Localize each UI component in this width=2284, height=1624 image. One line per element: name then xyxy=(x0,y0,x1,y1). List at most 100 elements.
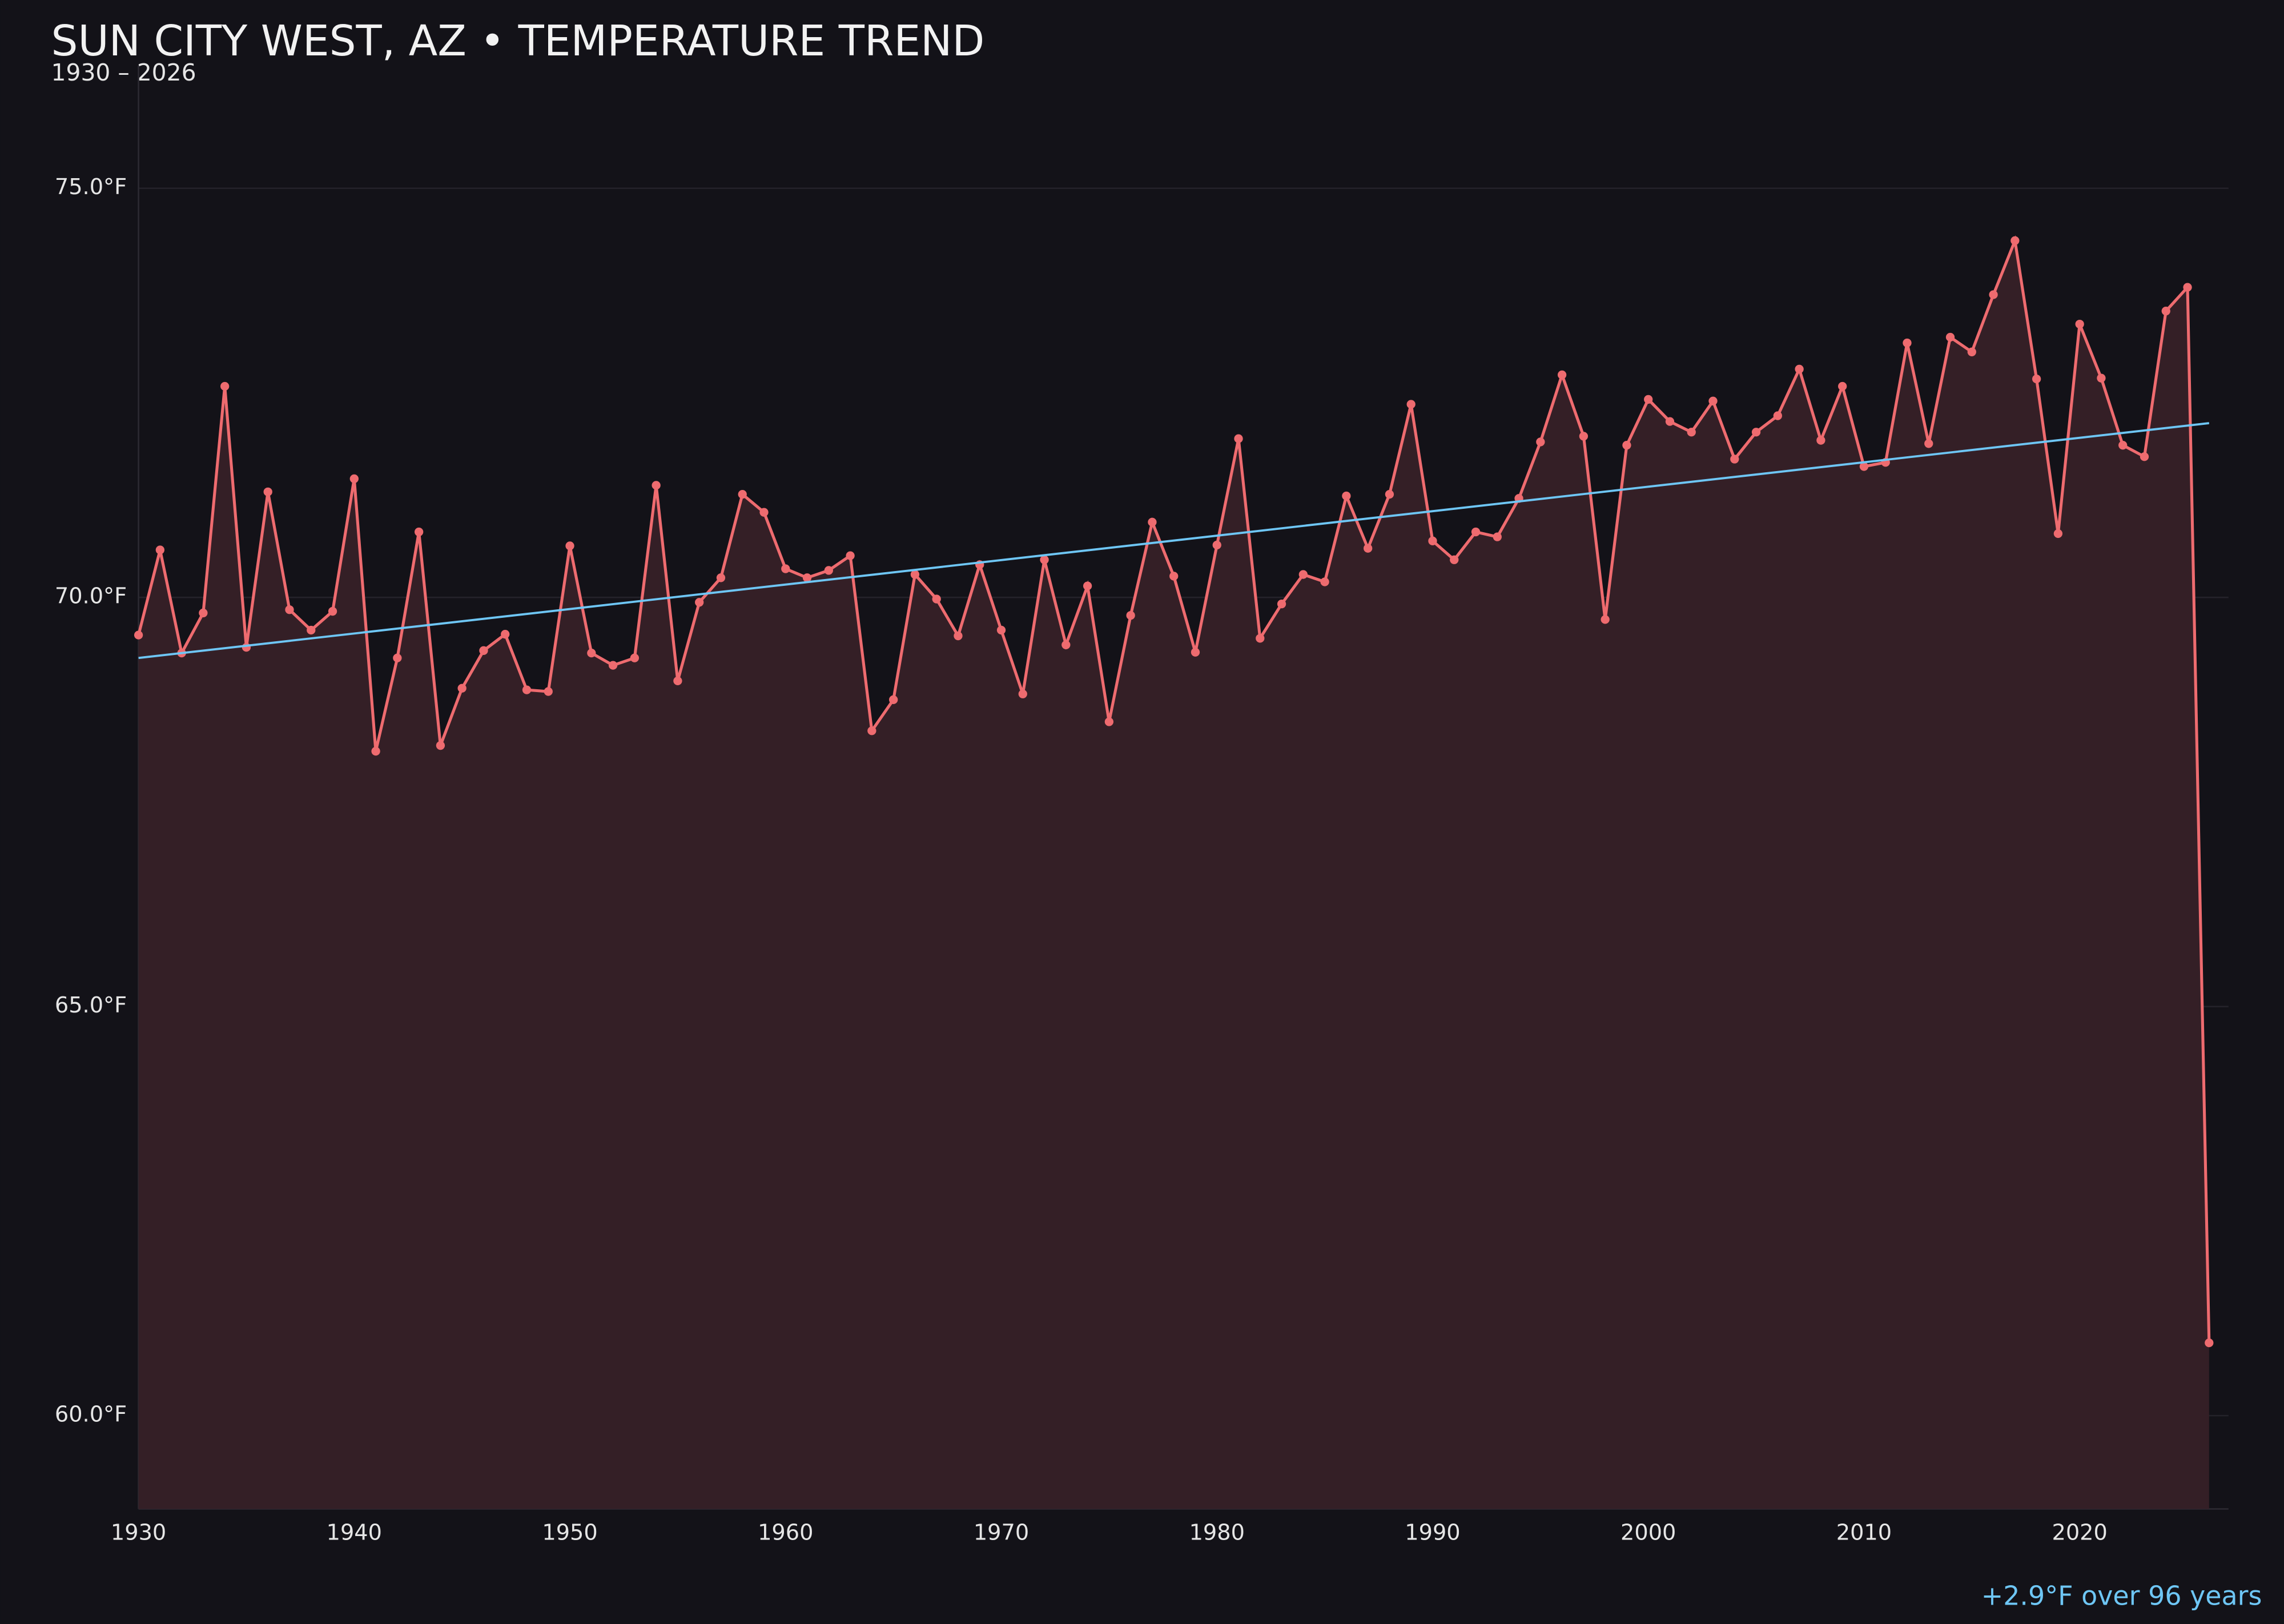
data-point xyxy=(1083,581,1092,590)
data-point xyxy=(263,487,272,496)
y-tick-label: 75.0°F xyxy=(55,174,127,200)
x-tick-label: 1930 xyxy=(111,1520,166,1545)
data-point xyxy=(1816,436,1825,445)
data-point xyxy=(199,608,208,618)
x-tick-label: 1960 xyxy=(758,1520,813,1545)
data-point xyxy=(652,481,661,490)
data-point xyxy=(2032,374,2041,384)
data-point xyxy=(1859,462,1869,471)
data-point xyxy=(1126,611,1135,620)
data-point xyxy=(1601,615,1610,624)
data-point xyxy=(867,726,876,735)
data-point xyxy=(1967,347,1976,356)
data-point xyxy=(155,545,165,554)
data-point xyxy=(1795,364,1804,374)
data-point xyxy=(1493,532,1502,541)
data-point xyxy=(1040,555,1049,564)
data-point xyxy=(1903,338,1912,348)
data-point xyxy=(2010,236,2020,246)
data-point xyxy=(220,381,230,391)
data-point xyxy=(1536,437,1545,447)
data-point xyxy=(1924,439,1933,448)
data-point xyxy=(695,598,704,607)
data-point xyxy=(1320,577,1329,586)
data-point xyxy=(2205,1338,2214,1348)
data-point xyxy=(1687,428,1696,437)
data-point xyxy=(1557,370,1567,380)
data-point xyxy=(457,684,467,693)
data-point xyxy=(1342,491,1351,501)
data-point xyxy=(2053,529,2063,538)
data-point xyxy=(1212,540,1221,550)
data-point xyxy=(888,695,898,704)
data-point xyxy=(1751,428,1761,437)
area xyxy=(138,240,2209,1509)
data-point xyxy=(349,474,359,484)
data-point xyxy=(565,541,574,550)
data-point xyxy=(2140,452,2149,461)
data-point xyxy=(2161,307,2170,316)
data-point xyxy=(1385,489,1394,499)
y-tick-label: 70.0°F xyxy=(55,584,127,609)
data-point xyxy=(1277,600,1286,609)
data-point xyxy=(1018,689,1027,698)
data-point xyxy=(608,661,618,670)
x-tick-label: 2000 xyxy=(1620,1520,1676,1545)
data-point xyxy=(1838,381,1847,391)
data-point xyxy=(1708,396,1718,405)
data-point xyxy=(587,648,596,658)
x-tick-label: 2020 xyxy=(2052,1520,2107,1545)
data-point xyxy=(759,508,769,517)
y-tick-label: 65.0°F xyxy=(55,992,127,1018)
data-point xyxy=(1730,455,1739,464)
data-point xyxy=(414,527,424,537)
trend-line xyxy=(138,422,2210,660)
data-point xyxy=(1298,570,1308,579)
data-point xyxy=(2118,441,2128,450)
data-point xyxy=(1148,517,1157,527)
data-point xyxy=(1622,441,1631,450)
x-tick-label: 1970 xyxy=(974,1520,1029,1545)
data-point xyxy=(910,570,920,579)
data-point xyxy=(1428,536,1437,545)
x-tick-label: 1990 xyxy=(1405,1520,1460,1545)
data-point xyxy=(738,489,747,499)
data-point xyxy=(479,646,488,655)
data-point xyxy=(716,573,726,582)
data-point xyxy=(307,625,316,635)
data-point xyxy=(1406,400,1416,409)
data-point xyxy=(824,566,833,575)
data-point xyxy=(393,653,402,662)
data-point xyxy=(630,653,640,662)
data-point xyxy=(1945,332,1955,342)
data-point xyxy=(1234,434,1243,443)
data-point xyxy=(846,551,855,560)
data-point xyxy=(673,676,682,686)
data-point xyxy=(1450,555,1459,564)
data-point xyxy=(1665,417,1675,426)
x-tick-label: 1950 xyxy=(542,1520,597,1545)
x-tick-label: 2010 xyxy=(1836,1520,1892,1545)
data-point xyxy=(371,746,380,756)
data-point xyxy=(1579,432,1589,441)
data-point xyxy=(242,642,251,652)
chart-title: SUN CITY WEST, AZ • TEMPERATURE TREND xyxy=(51,17,985,66)
data-point xyxy=(328,606,337,616)
data-point xyxy=(1061,640,1071,649)
data-point xyxy=(932,594,941,604)
data-point xyxy=(2075,319,2084,329)
data-point xyxy=(436,741,445,750)
data-point xyxy=(1471,527,1481,537)
data-point xyxy=(1364,544,1373,553)
data-point xyxy=(285,605,294,614)
data-point xyxy=(954,631,963,641)
data-point xyxy=(802,573,812,582)
data-point xyxy=(1773,411,1782,420)
data-point xyxy=(2183,283,2192,292)
data-point xyxy=(544,687,553,696)
data-point xyxy=(522,685,532,694)
data-point xyxy=(1644,395,1653,404)
data-point xyxy=(781,564,790,573)
data-point xyxy=(1169,572,1179,581)
